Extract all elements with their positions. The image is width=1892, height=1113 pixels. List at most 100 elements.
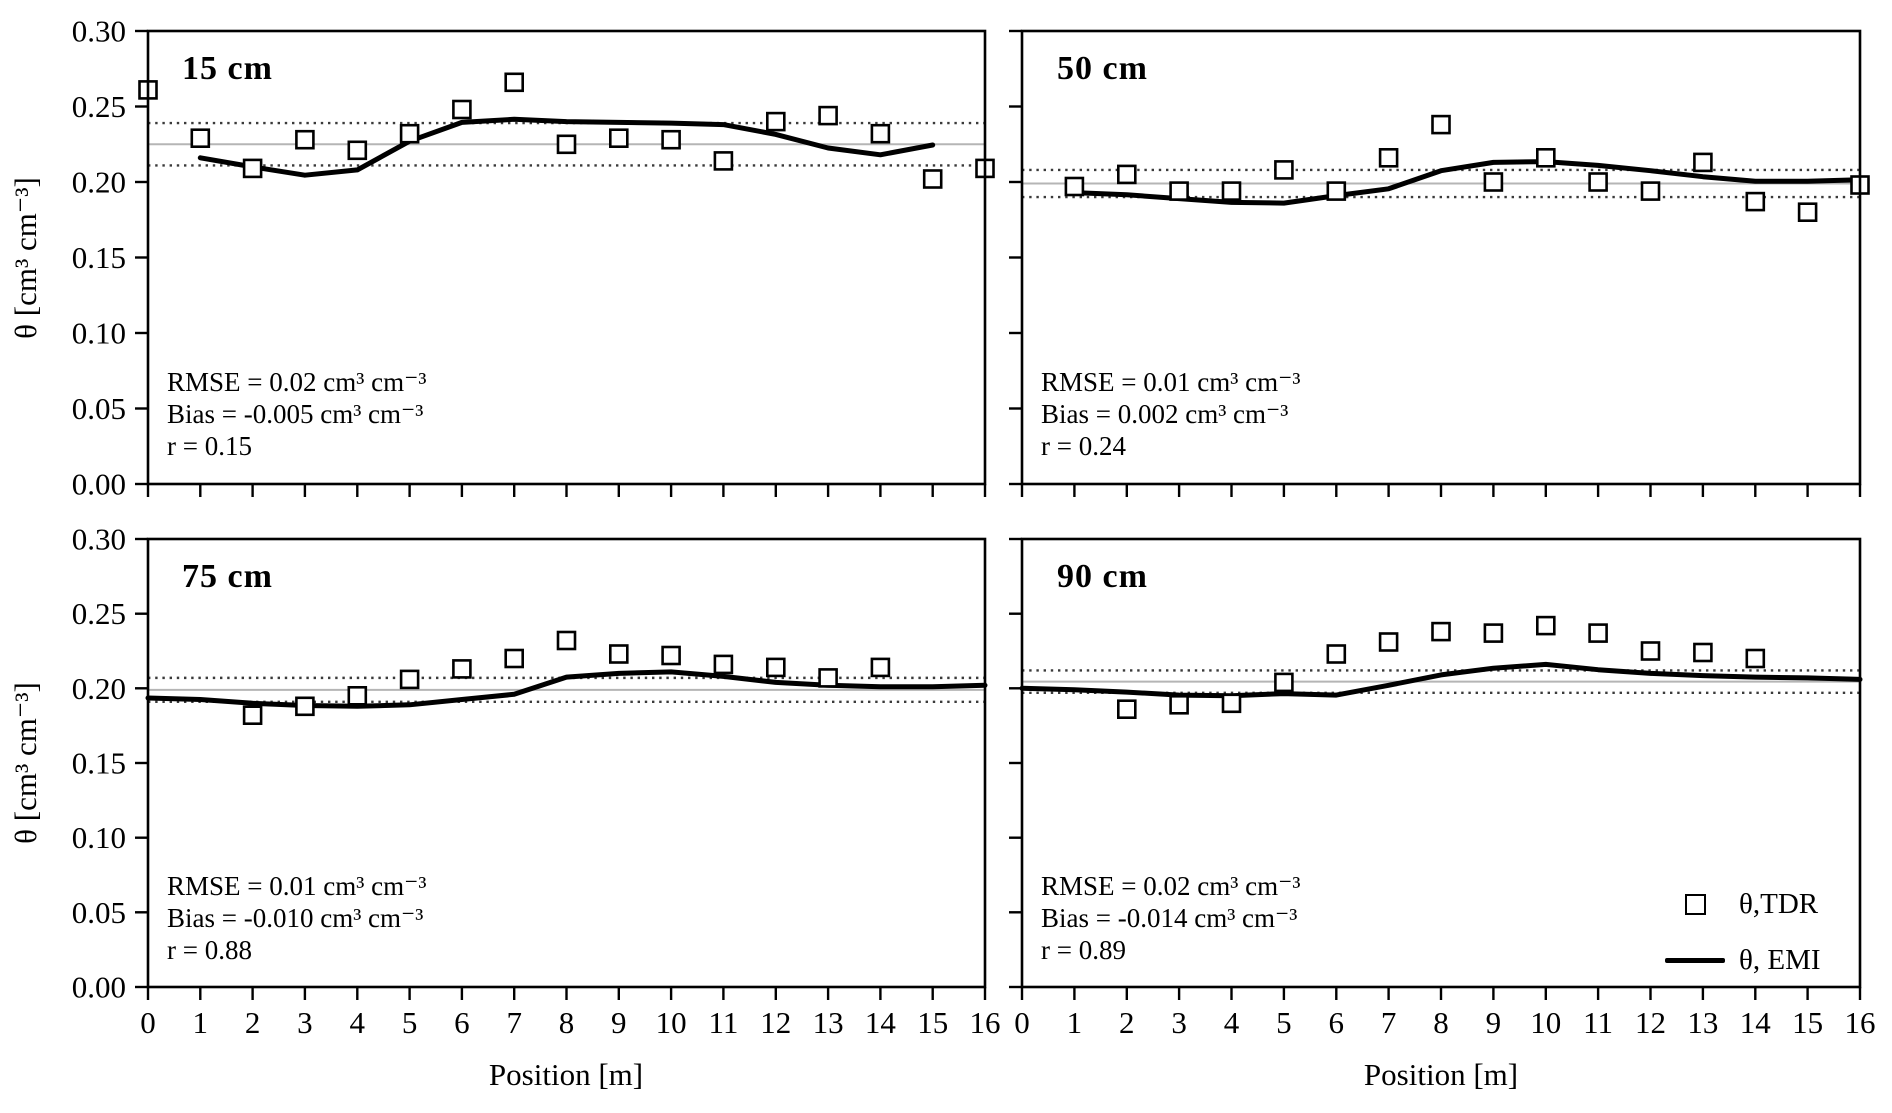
tdr-point [608,644,629,664]
y-axis-title-top: θ [cm³ cm⁻³] [8,177,43,339]
stat-bias: Bias = -0.005 cm³ cm⁻³ [167,399,424,429]
tdr-point [1431,621,1451,642]
stat-rmse: RMSE = 0.01 cm³ cm⁻³ [1041,367,1301,397]
tdr-point [399,123,420,144]
x-tick-label: 8 [1433,1005,1449,1040]
x-tick-label: 6 [454,1005,470,1040]
y-tick-label: 0.00 [72,467,126,502]
tdr-point [661,129,681,150]
stat-bias: Bias = -0.014 cm³ cm⁻³ [1041,903,1298,933]
stat-rmse: RMSE = 0.02 cm³ cm⁻³ [1041,871,1301,901]
stat-rmse: RMSE = 0.02 cm³ cm⁻³ [167,367,427,397]
tdr-point [452,659,472,679]
stat-r: r = 0.24 [1041,431,1126,461]
x-tick-label: 7 [506,1005,522,1040]
x-tick-label: 16 [970,1005,1001,1040]
x-tick-label: 10 [656,1005,687,1040]
stat-bias: Bias = -0.010 cm³ cm⁻³ [167,903,424,933]
x-tick-label: 10 [1530,1005,1561,1040]
tdr-point [1536,148,1556,168]
tdr-point [818,105,838,126]
panel-title-90cm: 90 cm [1057,558,1148,595]
tdr-point [1431,114,1451,135]
tdr-point [1064,176,1085,197]
x-tick-label: 2 [1119,1005,1135,1040]
y-tick-label: 0.20 [72,671,126,706]
stats-block-75cm: RMSE = 0.01 cm³ cm⁻³ Bias = -0.010 cm³ c… [167,870,426,966]
x-tick-label: 6 [1329,1005,1345,1040]
emi-line-series [145,669,988,709]
tdr-point [765,657,786,678]
x-tick-label: 5 [402,1005,418,1040]
tdr-point [504,648,525,669]
tdr-point [1588,623,1608,643]
tdr-point [1483,623,1504,643]
tdr-point [1745,648,1766,669]
x-axis-title-left: Position [m] [488,1057,644,1092]
tdr-point [399,669,420,690]
tdr-point [922,169,943,189]
legend-label-emi: θ, EMI [1739,943,1821,976]
x-tick-label: 14 [865,1005,897,1040]
tdr-point [1169,181,1189,201]
tdr-point [1221,181,1242,201]
x-tick-label: 1 [1067,1005,1083,1040]
panel-title-75cm: 75 cm [182,558,273,595]
tdr-point [452,99,472,120]
tdr-point [1745,191,1766,212]
tdr-point [1483,172,1504,192]
x-tick-label: 15 [917,1005,948,1040]
stats-block-15cm: RMSE = 0.02 cm³ cm⁻³ Bias = -0.005 cm³ c… [167,366,426,462]
y-axis-title-bottom: θ [cm³ cm⁻³] [8,682,43,844]
stats-block-90cm: RMSE = 0.02 cm³ cm⁻³ Bias = -0.014 cm³ c… [1041,870,1300,966]
y-tick-label: 0.00 [72,970,126,1005]
tdr-point [1640,181,1661,201]
tdr-point [1326,644,1347,664]
tdr-point [1117,164,1137,185]
tdr-point [608,128,629,148]
x-tick-label: 8 [559,1005,575,1040]
x-tick-label: 3 [1171,1005,1187,1040]
open-square-marker-icon [1684,893,1706,915]
x-tick-label: 7 [1381,1005,1397,1040]
tdr-point [1693,152,1713,173]
tdr-point [1378,148,1399,168]
tdr-point [1693,642,1713,663]
tdr-point [347,140,368,161]
stats-block-50cm: RMSE = 0.01 cm³ cm⁻³ Bias = 0.002 cm³ cm… [1041,366,1300,462]
x-tick-label: 13 [1687,1005,1718,1040]
tdr-point [1640,641,1661,661]
y-tick-label: 0.30 [72,522,126,557]
panel-75cm: 0.000.050.100.150.200.250.300 1 2 3 4 5 6 7 8 9 10… [72,522,1001,1041]
y-tick-label: 0.15 [72,240,126,275]
tdr-point [1221,693,1242,714]
tdr-point [818,668,838,688]
x-tick-label: 4 [350,1005,366,1040]
x-axis-title-right: Position [m] [1363,1057,1519,1092]
y-tick-label: 0.25 [72,89,126,124]
legend-marker-box [1655,957,1735,963]
x-tick-label: 0 [1014,1005,1030,1040]
emi-line-series [197,116,936,178]
stat-rmse: RMSE = 0.01 cm³ cm⁻³ [167,871,427,901]
panel-title-50cm: 50 cm [1057,50,1148,87]
tdr-point [661,645,681,666]
legend-entry-emi: θ, EMI [1655,940,1821,980]
legend-marker-box [1655,893,1735,915]
legend-entry-tdr: θ,TDR [1655,884,1821,924]
x-tick-label: 4 [1224,1005,1240,1040]
y-tick-label: 0.20 [72,165,126,200]
tdr-point [1274,160,1294,180]
tdr-point [242,705,263,726]
tdr-point [713,654,734,675]
emi-line-series [1071,159,1863,206]
x-tick-label: 16 [1845,1005,1876,1040]
stat-r: r = 0.89 [1041,935,1126,965]
x-tick-label: 5 [1276,1005,1292,1040]
x-tick-label: 1 [193,1005,209,1040]
tdr-point [504,72,525,93]
tdr-point [713,151,734,171]
tdr-point [1274,672,1294,693]
